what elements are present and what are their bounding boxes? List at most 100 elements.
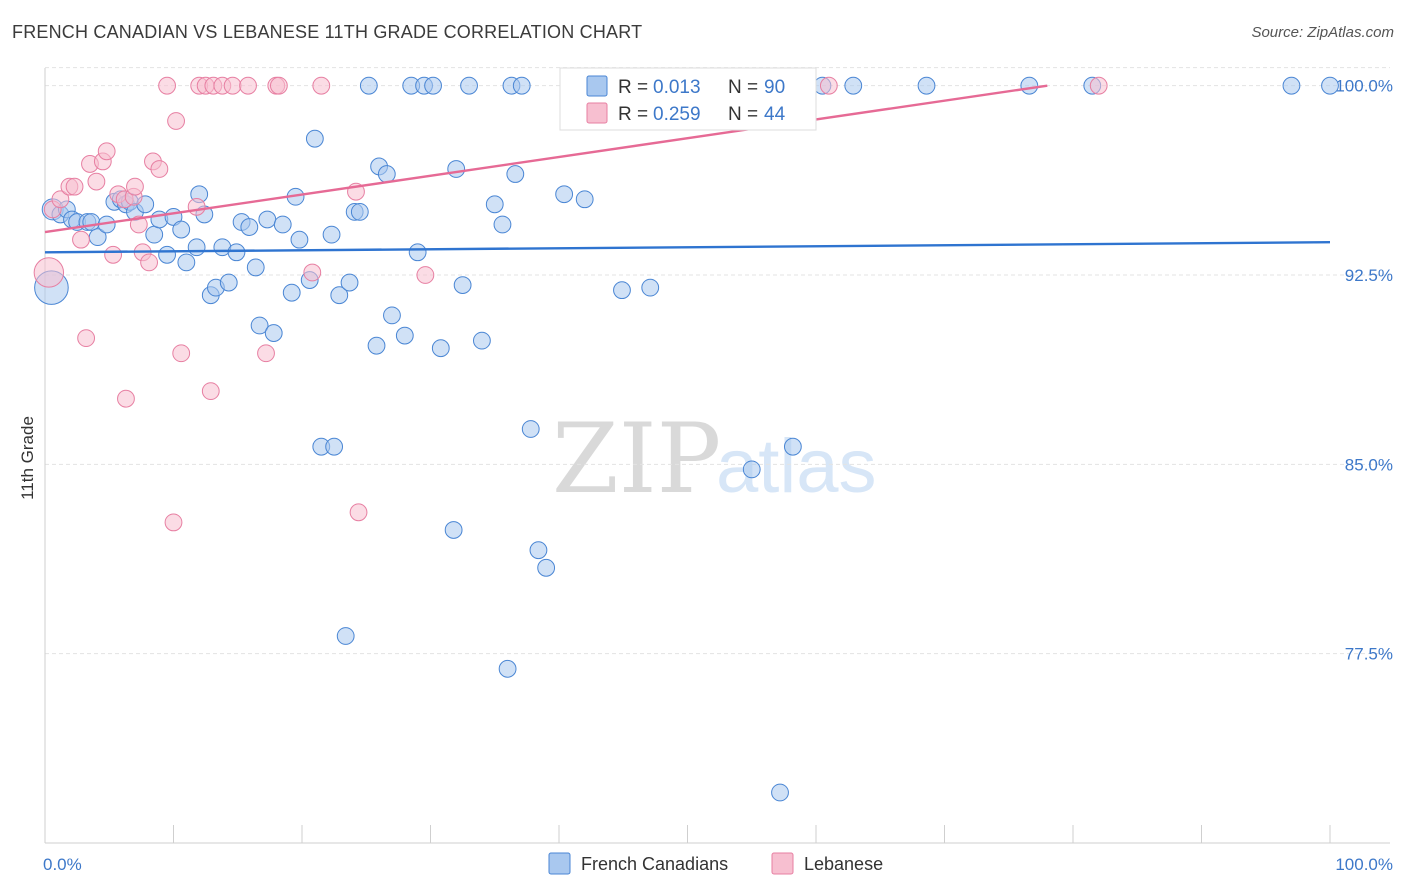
french-canadian-point (485, 195, 504, 214)
trend-lines (44, 84, 1331, 254)
french-canadian-point (367, 336, 386, 355)
french-canadian-point (258, 210, 277, 229)
french-canadian-point (359, 76, 378, 95)
y-tick-label: 77.5% (1345, 645, 1393, 664)
french-canadian-point (383, 306, 401, 325)
french-canadian-point (444, 521, 463, 539)
lebanese-point (65, 177, 84, 196)
y-axis-label: 11th Grade (18, 416, 37, 500)
y-tick-label: 100.0% (1335, 77, 1393, 96)
french-canadian-point (575, 190, 594, 209)
lebanese-point (1089, 76, 1108, 95)
french-canadians-trend-line (44, 240, 1331, 254)
lebanese-point (97, 142, 116, 161)
lebanese-point (51, 190, 70, 209)
legend-n-value-blue: 90 (764, 77, 785, 98)
french-canadian-point (240, 218, 259, 236)
french-canadian-point (330, 286, 349, 305)
lebanese-point (72, 230, 90, 249)
x-tick-label-max: 100.0% (1335, 855, 1393, 874)
lebanese-point (33, 257, 65, 288)
french-canadian-point (1020, 76, 1039, 95)
legend-n-label-blue: N = (728, 77, 758, 98)
french-canadian-point (521, 420, 540, 438)
french-canadian-point (431, 339, 450, 358)
french-canadian-point (305, 129, 324, 148)
lebanese-point (140, 253, 158, 272)
lebanese-point (117, 389, 135, 408)
chart-title: FRENCH CANADIAN VS LEBANESE 11TH GRADE C… (12, 22, 643, 42)
lebanese-point (150, 160, 169, 178)
french-canadian-point (537, 558, 556, 577)
axes (44, 68, 1390, 844)
lebanese-point (349, 503, 368, 522)
french-canadian-point (290, 230, 309, 249)
french-canadian-point (742, 460, 761, 479)
lebanese-point (201, 382, 220, 401)
french-canadian-point (512, 76, 531, 95)
legend-n-label-pink: N = (728, 104, 758, 125)
lebanese-point (126, 177, 144, 196)
french-canadian-point (336, 627, 355, 645)
french-canadian-point (493, 215, 512, 234)
y-tick-label: 92.5% (1345, 266, 1393, 285)
french-canadian-point (641, 278, 660, 297)
legend-r-value-pink: 0.259 (653, 104, 701, 125)
french-canadian-point (844, 76, 863, 95)
bottom-legend-label-lebanese: Lebanese (804, 854, 883, 874)
legend-swatch-blue (586, 75, 608, 97)
legend-r-value-blue: 0.013 (653, 77, 701, 98)
series-legend: French Canadians Lebanese (548, 852, 883, 875)
french-canadian-point (555, 185, 574, 204)
french-canadian-point (473, 331, 491, 350)
french-canadian-point (219, 273, 238, 292)
lebanese-point (164, 513, 183, 532)
french-canadian-point (783, 437, 802, 456)
bottom-legend-swatch-pink (771, 852, 794, 875)
lebanese-point (187, 197, 206, 216)
correlation-legend: R = 0.013 N = 90 R = 0.259 N = 44 (559, 67, 817, 131)
lebanese-point (77, 329, 96, 348)
legend-r-label-pink: R = (618, 104, 648, 125)
y-tick-labels: 77.5% 85.0% 92.5% 100.0% (1335, 77, 1393, 664)
lebanese-point (223, 76, 242, 95)
bottom-legend-label-french-canadians: French Canadians (581, 854, 728, 874)
y-tick-label: 85.0% (1345, 455, 1393, 474)
lebanese-point (312, 76, 331, 95)
lebanese-point (239, 76, 257, 95)
bottom-legend-swatch-blue (548, 852, 571, 875)
lebanese-point (819, 76, 838, 95)
lebanese-trend-line (44, 84, 1048, 234)
french-canadian-point (325, 437, 344, 456)
french-canadian-point (82, 213, 101, 231)
french-canadian-point (498, 659, 517, 678)
french-canadian-point (377, 165, 396, 183)
french-canadian-point (158, 245, 176, 264)
watermark-zip: ZIP (552, 403, 721, 515)
french-canadian-point (613, 281, 631, 300)
french-canadian-point (771, 783, 789, 802)
french-canadian-point (273, 215, 292, 234)
french-canadian-point (227, 243, 246, 262)
lebanese-point (104, 245, 123, 264)
french-canadian-point (246, 258, 265, 277)
french-canadian-point (187, 238, 206, 257)
legend-swatch-pink (586, 102, 608, 124)
french-canadian-point (350, 202, 369, 221)
french-canadian-point (322, 225, 341, 244)
french-canadian-point (1282, 76, 1301, 95)
french-canadian-point (172, 220, 191, 239)
french-canadian-point (1321, 76, 1339, 95)
lebanese-point (87, 172, 106, 191)
lebanese-point (129, 215, 148, 234)
french-canadian-point (177, 253, 196, 272)
french-canadian-point (408, 243, 427, 262)
lebanese-point (303, 263, 322, 282)
lebanese-point (269, 76, 288, 95)
french-canadian-point (340, 273, 359, 292)
french-canadian-point (250, 316, 269, 335)
french-canadian-point (395, 326, 414, 345)
french-canadian-point (529, 541, 548, 560)
lebanese-point (172, 344, 191, 363)
